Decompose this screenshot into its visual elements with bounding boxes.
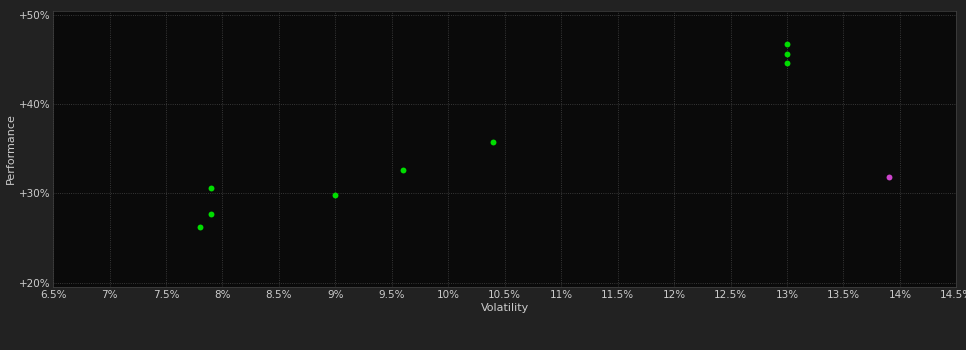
Point: [486, 139, 501, 145]
Point: [395, 167, 411, 173]
Point: [204, 211, 219, 217]
Point: [192, 224, 208, 230]
X-axis label: Volatility: Volatility: [481, 302, 528, 313]
Point: [780, 60, 795, 66]
Point: [780, 41, 795, 46]
Point: [780, 51, 795, 57]
Point: [881, 175, 896, 180]
Y-axis label: Performance: Performance: [6, 113, 16, 184]
Point: [327, 193, 343, 198]
Point: [204, 185, 219, 191]
